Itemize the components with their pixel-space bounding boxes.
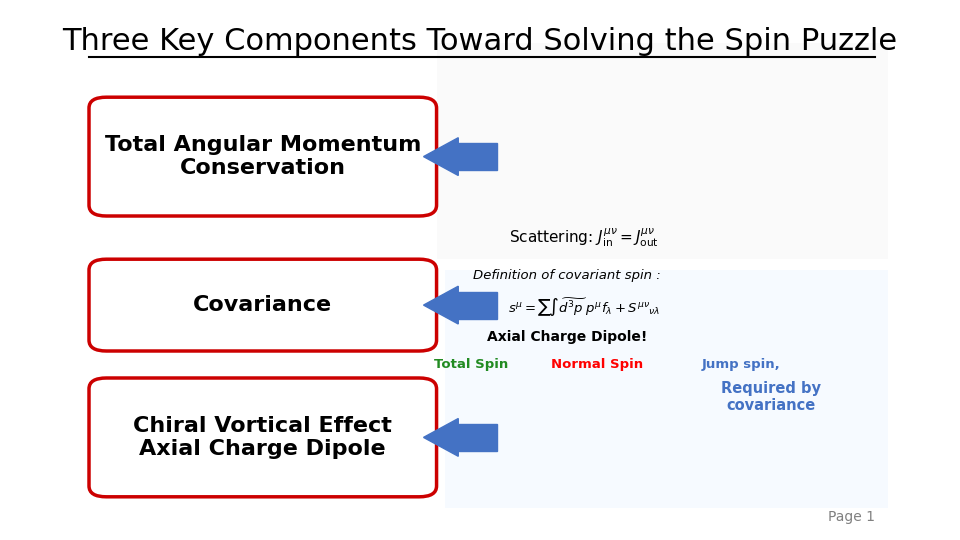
Text: Definition of covariant spin :: Definition of covariant spin : bbox=[473, 269, 660, 282]
Text: $s^{\mu} = \sum\!\int \widetilde{d^3p}\;p^{\mu}f_{\lambda} + S^{\mu\nu}{}_{\nu\l: $s^{\mu} = \sum\!\int \widetilde{d^3p}\;… bbox=[508, 296, 660, 319]
Text: Total Spin: Total Spin bbox=[434, 358, 509, 371]
FancyBboxPatch shape bbox=[445, 270, 888, 508]
FancyBboxPatch shape bbox=[437, 43, 888, 259]
Polygon shape bbox=[423, 138, 458, 176]
Polygon shape bbox=[423, 286, 458, 324]
Text: Chiral Vortical Effect
Axial Charge Dipole: Chiral Vortical Effect Axial Charge Dipo… bbox=[133, 416, 393, 459]
Text: Page 1: Page 1 bbox=[828, 510, 876, 524]
Text: Total Angular Momentum
Conservation: Total Angular Momentum Conservation bbox=[105, 135, 421, 178]
FancyBboxPatch shape bbox=[89, 259, 437, 351]
Polygon shape bbox=[423, 418, 458, 456]
Text: Scattering: $J_{\mathrm{in}}^{\mu\nu} = J_{\mathrm{out}}^{\mu\nu}$: Scattering: $J_{\mathrm{in}}^{\mu\nu} = … bbox=[510, 226, 660, 249]
Text: Three Key Components Toward Solving the Spin Puzzle: Three Key Components Toward Solving the … bbox=[62, 27, 898, 56]
Text: Axial Charge Dipole!: Axial Charge Dipole! bbox=[487, 330, 647, 345]
Polygon shape bbox=[458, 292, 497, 319]
Text: Jump spin,: Jump spin, bbox=[702, 358, 780, 371]
Text: Covariance: Covariance bbox=[193, 295, 332, 315]
Text: Normal Spin: Normal Spin bbox=[551, 358, 643, 371]
FancyBboxPatch shape bbox=[89, 378, 437, 497]
FancyBboxPatch shape bbox=[89, 97, 437, 216]
Polygon shape bbox=[458, 424, 497, 451]
Text: Required by
covariance: Required by covariance bbox=[721, 381, 821, 413]
Polygon shape bbox=[458, 143, 497, 170]
